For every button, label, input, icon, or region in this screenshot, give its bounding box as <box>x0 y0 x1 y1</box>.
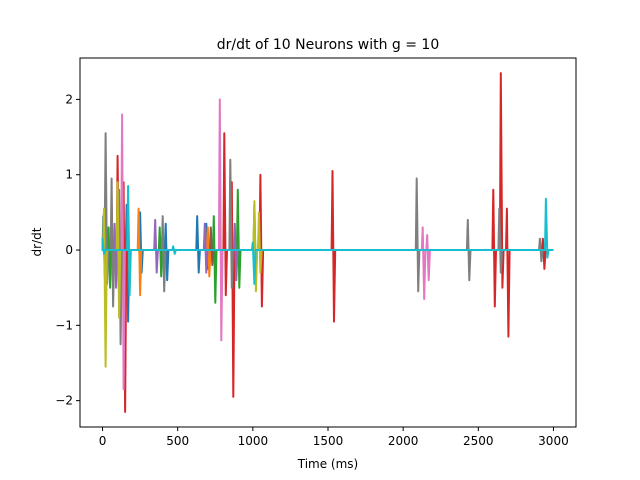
x-tick-label: 500 <box>166 434 189 448</box>
y-tick-label: 1 <box>65 168 73 182</box>
x-tick-label: 3000 <box>538 434 569 448</box>
y-tick-label: 2 <box>65 92 73 106</box>
x-axis-label: Time (ms) <box>297 457 359 471</box>
series-line-10 <box>101 185 554 297</box>
y-tick-label: −1 <box>55 318 73 332</box>
x-tick-label: 2500 <box>463 434 494 448</box>
x-tick-label: 1000 <box>238 434 269 448</box>
y-tick-label: 0 <box>65 243 73 257</box>
x-tick-label: 0 <box>99 434 107 448</box>
y-axis: −2 −1 0 1 2 <box>55 92 80 408</box>
x-tick-label: 2000 <box>388 434 419 448</box>
y-axis-label: dr/dt <box>30 227 44 256</box>
series-line-8 <box>102 132 554 346</box>
plot-area <box>101 72 554 413</box>
chart-title: dr/dt of 10 Neurons with g = 10 <box>217 37 439 53</box>
y-tick-label: −2 <box>55 394 73 408</box>
x-tick-label: 1500 <box>313 434 344 448</box>
x-axis: 0 500 1000 1500 2000 2500 3000 <box>99 427 569 448</box>
